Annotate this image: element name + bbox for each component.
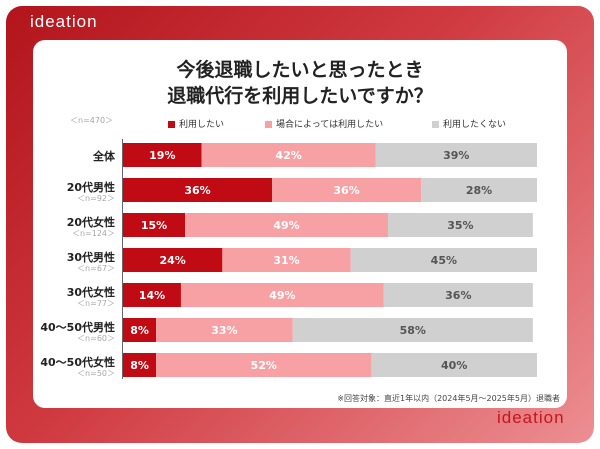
data-label: 35%: [447, 219, 473, 232]
category-label: 30代女性: [66, 286, 115, 299]
data-label: 14%: [139, 289, 165, 302]
category-label: 40〜50代女性: [40, 356, 115, 369]
data-label: 45%: [431, 254, 457, 267]
legend-label: 利用したくない: [443, 120, 507, 130]
data-label: 8%: [130, 324, 149, 337]
data-label: 36%: [445, 289, 471, 302]
legend-swatch: [432, 121, 439, 128]
data-label: 36%: [184, 184, 210, 197]
footnote: ※回答対象：直近1年以内（2024年5月〜2025年5月）退職者: [337, 394, 560, 403]
data-label: 49%: [273, 219, 299, 232]
bar-segment: [371, 353, 537, 377]
bar-segment: [185, 213, 388, 237]
data-label: 42%: [275, 149, 301, 162]
data-label: 24%: [160, 254, 186, 267]
bar-segment: [201, 143, 376, 167]
chart-title-line2: 退職代行を利用したいですか？: [167, 85, 433, 107]
axis-line: [122, 139, 123, 379]
data-label: 28%: [466, 184, 492, 197]
legend-item-series-1: 利用したい: [168, 117, 224, 130]
legend-item-series-3: 利用したくない: [432, 117, 506, 130]
bar-segment: [123, 248, 223, 272]
data-label: 39%: [443, 149, 469, 162]
data-label: 36%: [333, 184, 359, 197]
data-label: 15%: [141, 219, 167, 232]
category-label: 全体: [93, 150, 115, 163]
bar-segment: [383, 283, 533, 307]
bar-segment: [123, 318, 157, 342]
bar-segment: [123, 143, 202, 167]
data-label: 33%: [211, 324, 237, 337]
category-label: 30代男性: [66, 251, 115, 264]
bar-segment: [387, 213, 533, 237]
data-label: 52%: [251, 359, 277, 372]
brand-logo-top: ideation: [30, 12, 98, 31]
category-sample-size: ＜n=77＞: [77, 299, 115, 308]
category-sample-size: ＜n=60＞: [77, 334, 115, 343]
bar-segment: [375, 143, 537, 167]
bar-segment: [292, 318, 533, 342]
legend-label: 利用したい: [179, 120, 225, 130]
legend-item-series-2: 場合によっては利用したい: [265, 117, 383, 130]
legend-swatch: [168, 121, 175, 128]
chart-title-line1: 今後退職したいと思ったとき: [176, 59, 424, 81]
data-label: 49%: [269, 289, 295, 302]
category-sample-size: ＜n=92＞: [77, 194, 115, 203]
bar-segment: [350, 248, 537, 272]
category-sample-size: ＜n=50＞: [77, 369, 115, 378]
bar-segment: [123, 178, 273, 202]
brand-logo-bottom: ideation: [497, 408, 565, 427]
category-sample-size: ＜n=67＞: [77, 264, 115, 273]
bar-segment: [180, 283, 384, 307]
category-label: 20代男性: [66, 181, 115, 194]
data-label: 40%: [441, 359, 467, 372]
data-label: 58%: [400, 324, 426, 337]
bar-segment: [421, 178, 537, 202]
legend-swatch: [265, 121, 272, 128]
bar-segment: [123, 283, 181, 307]
bar-segment: [156, 318, 293, 342]
category-label: 40〜50代男性: [40, 321, 115, 334]
bar-segment: [272, 178, 422, 202]
legend-label: 場合によっては利用したい: [276, 120, 384, 130]
data-label: 8%: [130, 359, 149, 372]
total-sample-size: ＜n=470＞: [70, 116, 114, 125]
bar-segment: [156, 353, 372, 377]
bar-segment: [123, 353, 157, 377]
data-label: 31%: [273, 254, 299, 267]
bar-segment: [222, 248, 351, 272]
bar-segment: [123, 213, 186, 237]
category-sample-size: ＜n=124＞: [71, 229, 115, 238]
data-label: 19%: [149, 149, 175, 162]
category-label: 20代女性: [66, 216, 115, 229]
